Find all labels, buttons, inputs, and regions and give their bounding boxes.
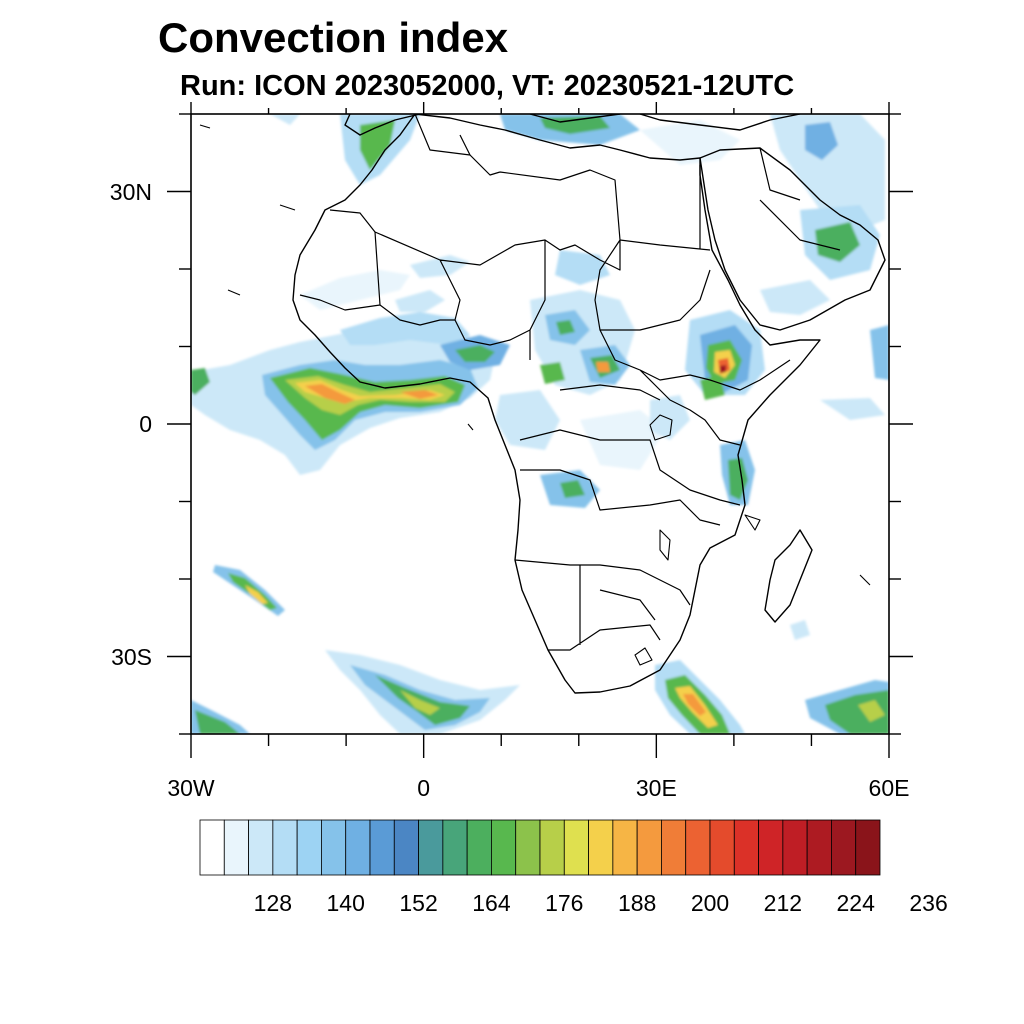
- colorbar-label: 236: [909, 890, 948, 916]
- indian-ocean-front: [655, 660, 745, 734]
- colorbar: [199, 819, 881, 876]
- colorbar-swatch: [466, 819, 492, 876]
- colorbar-swatch: [612, 819, 638, 876]
- colorbar-label: 164: [472, 890, 511, 916]
- colorbar-label: 152: [399, 890, 438, 916]
- colorbar-swatch: [248, 819, 274, 876]
- lon-tick-label: 30E: [635, 775, 677, 801]
- colorbar-swatch: [539, 819, 565, 876]
- south-atlantic-front: [191, 650, 520, 734]
- colorbar-label: 200: [690, 890, 730, 916]
- colorbar-label: 188: [617, 890, 657, 916]
- colorbar-label: 224: [836, 890, 875, 916]
- coastlines-borders: [199, 114, 886, 694]
- colorbar-label: 140: [326, 890, 365, 916]
- colorbar-swatch: [272, 819, 298, 876]
- colorbar-swatch: [321, 819, 347, 876]
- colorbar-label: 212: [763, 890, 803, 916]
- lat-tick-label: 30N: [109, 178, 152, 205]
- colorbar-swatch: [393, 819, 419, 876]
- colorbar-swatch: [661, 819, 687, 876]
- colorbar-swatch: [515, 819, 541, 876]
- colorbar-swatch: [223, 819, 249, 876]
- colorbar-label: 176: [545, 890, 584, 916]
- run-info-subtitle: Run: ICON 2023052000, VT: 20230521-12UTC: [180, 70, 795, 102]
- mediterranean-convection: [270, 114, 885, 230]
- colorbar-swatch: [296, 819, 322, 876]
- colorbar-swatch: [418, 819, 444, 876]
- lon-tick-label: 0: [417, 775, 431, 801]
- lat-tick-label: 0: [139, 411, 152, 437]
- lakes-islands: [199, 124, 871, 666]
- colorbar-swatch: [709, 819, 735, 876]
- colorbar-swatch: [636, 819, 662, 876]
- chart-title: Convection index: [158, 14, 509, 61]
- colorbar-swatch: [806, 819, 832, 876]
- ethiopia-convection: [685, 310, 765, 400]
- colorbar-swatch: [345, 819, 371, 876]
- colorbar-label: 128: [253, 890, 293, 916]
- colorbar-swatch: [758, 819, 784, 876]
- arabia-coastline: [699, 147, 886, 331]
- colorbar-swatch: [733, 819, 759, 876]
- east-africa-coast-convection: [650, 395, 755, 505]
- colorbar-swatch: [855, 819, 881, 876]
- lon-tick-label: 60E: [868, 775, 910, 801]
- colorbar-swatch: [442, 819, 468, 876]
- colorbar-swatch: [782, 819, 808, 876]
- colorbar-swatch: [831, 819, 857, 876]
- convection-shading: [191, 114, 889, 734]
- colorbar-swatch: [199, 819, 225, 876]
- europe-coastline: [344, 114, 801, 136]
- colorbar-swatch: [491, 819, 517, 876]
- country-borders: [299, 114, 841, 651]
- colorbar-swatch: [563, 819, 589, 876]
- mid-atlantic-streak: [213, 565, 285, 616]
- madagascar-coastline: [764, 529, 813, 623]
- central-africa-convection: [495, 250, 665, 508]
- southern-indian-ocean-convection: [790, 620, 889, 734]
- colorbar-swatch: [369, 819, 395, 876]
- colorbar-swatch: [685, 819, 711, 876]
- colorbar-swatch: [588, 819, 614, 876]
- lon-tick-label: 30W: [167, 775, 215, 801]
- arabia-convection: [760, 205, 889, 420]
- lat-tick-label: 30S: [111, 643, 152, 670]
